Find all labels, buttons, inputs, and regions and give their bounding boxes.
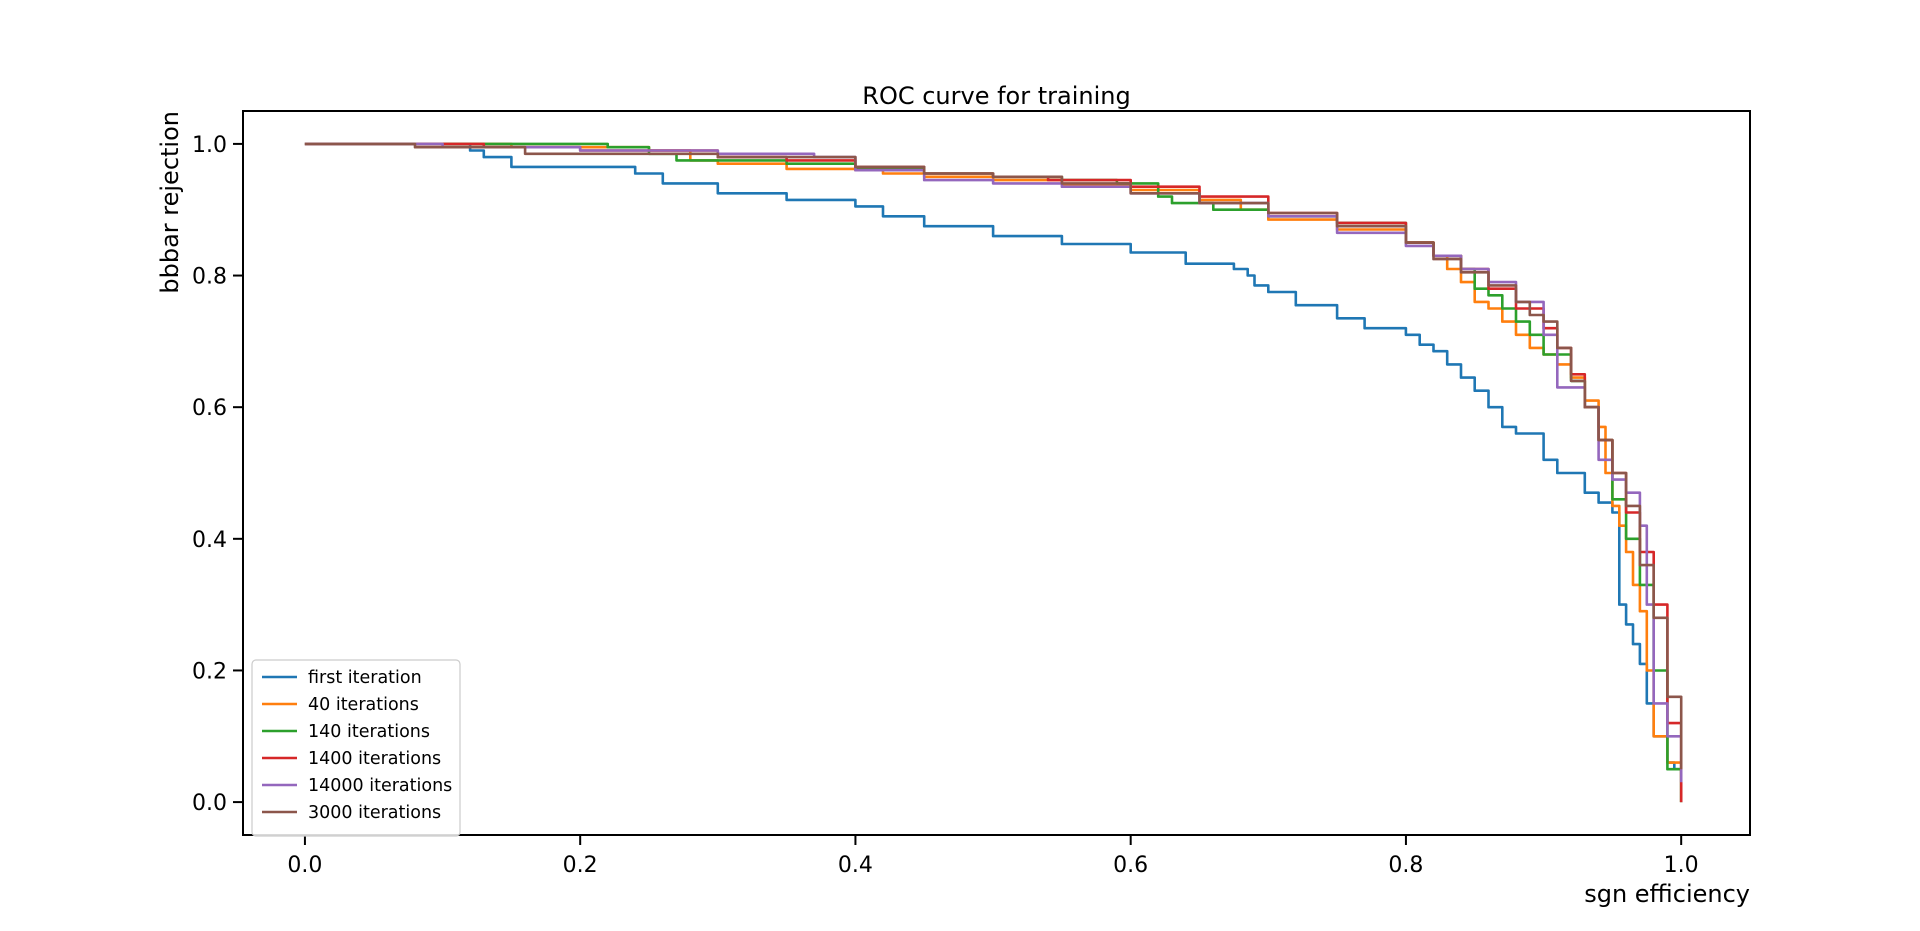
series-line-1: [304, 142, 1683, 803]
legend-label: 1400 iterations: [308, 749, 441, 769]
legend-box: [251, 659, 461, 837]
y-tick-label: 0.8: [192, 265, 227, 290]
x-tick-label: 0.6: [1113, 853, 1148, 878]
legend-label: 40 iterations: [308, 695, 419, 715]
x-axis-ticks: 0.0 0.2 0.4 0.6 0.8 1.0: [287, 835, 1699, 878]
chart-title: ROC curve for training: [862, 82, 1130, 110]
series-line-4: [304, 142, 1683, 783]
legend-label: 3000 iterations: [308, 803, 441, 823]
y-axis-ticks: 0.0 0.2 0.4 0.6 0.8 1.0: [192, 133, 243, 816]
x-tick-label: 0.8: [1388, 853, 1423, 878]
y-tick-label: 0.4: [192, 528, 227, 553]
series-line-0: [304, 142, 1683, 803]
x-axis-label: sgn efficiency: [1584, 880, 1750, 908]
legend: first iteration 40 iterations 140 iteratio…: [251, 659, 461, 837]
series-line-3: [304, 142, 1683, 803]
y-tick-label: 0.2: [192, 659, 227, 684]
series-lines: [304, 142, 1683, 803]
legend-label: 140 iterations: [308, 722, 430, 742]
series-line-2: [304, 142, 1683, 803]
x-tick-label: 1.0: [1664, 853, 1699, 878]
legend-label: first iteration: [308, 668, 422, 688]
x-tick-label: 0.2: [563, 853, 598, 878]
x-tick-label: 0.4: [838, 853, 873, 878]
plot-area-frame: [242, 110, 1751, 836]
y-tick-label: 0.0: [192, 791, 227, 816]
y-tick-label: 0.6: [192, 396, 227, 421]
legend-label: 14000 iterations: [308, 776, 452, 796]
series-line-5: [304, 142, 1683, 770]
y-axis-label: bbbar rejection: [156, 111, 184, 294]
x-tick-label: 0.0: [287, 853, 322, 878]
y-tick-label: 1.0: [192, 133, 227, 158]
